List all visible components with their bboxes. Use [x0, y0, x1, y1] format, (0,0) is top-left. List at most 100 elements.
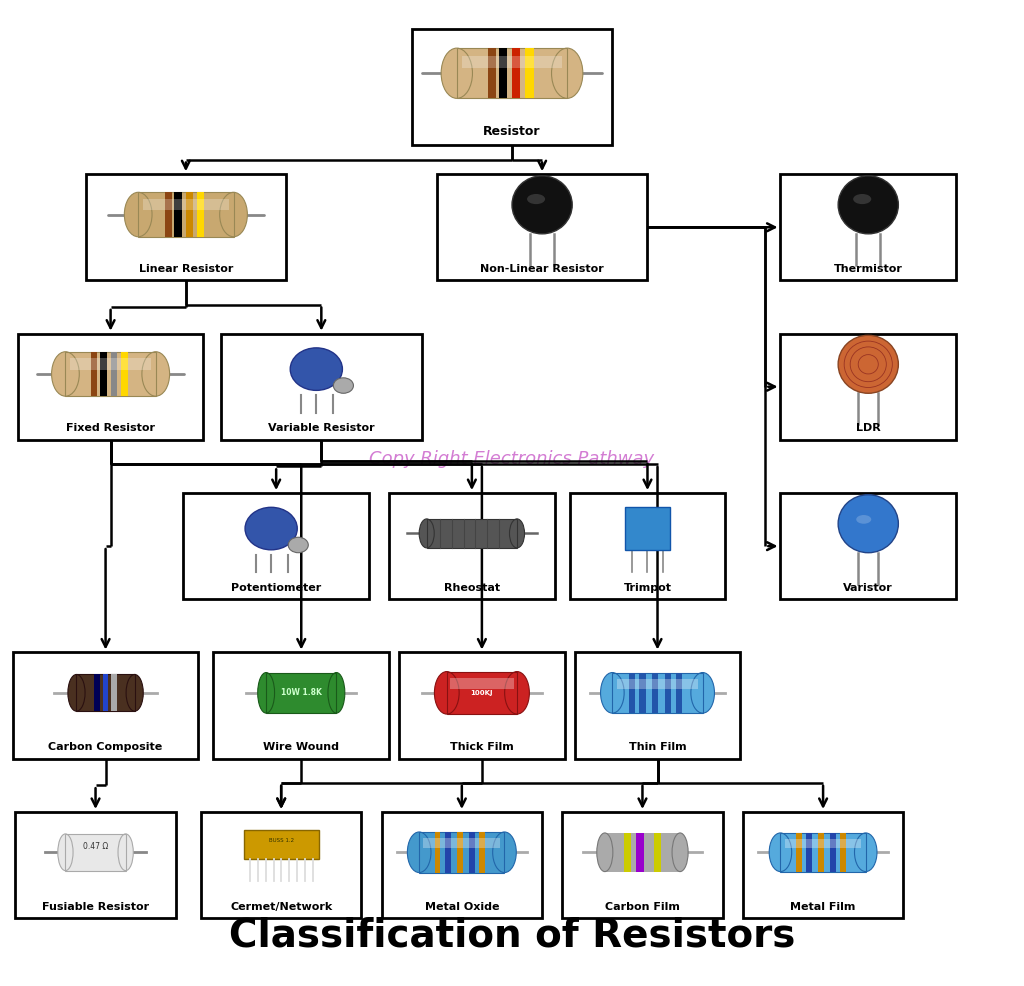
Text: BUSS 1.2: BUSS 1.2 [268, 838, 294, 843]
Text: Thermistor: Thermistor [834, 264, 903, 274]
FancyBboxPatch shape [201, 811, 361, 918]
Bar [652, 672, 658, 713]
Ellipse shape [672, 833, 688, 872]
Bar [446, 671, 517, 714]
Bar [840, 833, 846, 872]
Ellipse shape [854, 833, 877, 872]
Bar [111, 352, 118, 396]
Ellipse shape [597, 833, 612, 872]
Ellipse shape [853, 194, 871, 204]
FancyBboxPatch shape [389, 493, 555, 599]
Bar [94, 674, 99, 711]
Bar [444, 832, 451, 873]
Bar [612, 672, 702, 713]
Ellipse shape [441, 48, 472, 99]
Ellipse shape [434, 671, 459, 714]
Bar [266, 672, 336, 713]
FancyBboxPatch shape [213, 653, 389, 759]
Text: Trimpot: Trimpot [624, 583, 672, 593]
Text: Metal Oxide: Metal Oxide [425, 902, 499, 912]
Text: Carbon Film: Carbon Film [605, 902, 680, 912]
Bar [637, 833, 644, 872]
Bar [469, 832, 474, 873]
FancyBboxPatch shape [574, 653, 740, 759]
Text: 10W 1.8K: 10W 1.8K [281, 688, 322, 697]
Bar [266, 672, 336, 713]
FancyBboxPatch shape [12, 653, 199, 759]
FancyBboxPatch shape [382, 811, 542, 918]
Ellipse shape [290, 348, 342, 390]
Bar [138, 192, 233, 237]
Bar [780, 833, 865, 872]
Bar [138, 192, 233, 237]
Text: Non-Linear Resistor: Non-Linear Resistor [480, 264, 604, 274]
Ellipse shape [691, 672, 715, 713]
Ellipse shape [510, 519, 524, 548]
Ellipse shape [505, 671, 529, 714]
Bar [487, 48, 496, 99]
Ellipse shape [258, 672, 274, 713]
Ellipse shape [408, 832, 431, 873]
Ellipse shape [856, 515, 871, 524]
Bar [818, 833, 824, 872]
Circle shape [838, 495, 898, 553]
Bar [639, 672, 646, 713]
Text: Varistor: Varistor [844, 583, 893, 593]
Text: Classification of Resistors: Classification of Resistors [228, 917, 796, 954]
Text: Variable Resistor: Variable Resistor [268, 423, 375, 434]
Ellipse shape [288, 537, 308, 553]
Text: Copy Right Electronics Pathway: Copy Right Electronics Pathway [370, 451, 654, 468]
Bar [784, 839, 861, 848]
FancyBboxPatch shape [221, 333, 422, 440]
Ellipse shape [124, 192, 152, 237]
Bar [796, 833, 802, 872]
Ellipse shape [245, 508, 297, 550]
Ellipse shape [527, 194, 545, 204]
Text: Linear Resistor: Linear Resistor [138, 264, 233, 274]
Bar [424, 838, 500, 848]
Ellipse shape [328, 672, 345, 713]
Bar [446, 671, 517, 714]
Ellipse shape [68, 674, 85, 711]
Ellipse shape [126, 674, 143, 711]
Bar [77, 674, 135, 711]
Text: Metal Film: Metal Film [791, 902, 856, 912]
Bar [77, 674, 135, 711]
Bar [462, 55, 562, 68]
Bar [457, 832, 463, 873]
FancyBboxPatch shape [562, 811, 723, 918]
FancyBboxPatch shape [412, 30, 612, 145]
Bar [70, 358, 152, 370]
Text: Rheostat: Rheostat [443, 583, 500, 593]
Bar [91, 352, 97, 396]
Bar [66, 834, 126, 871]
Bar [99, 352, 106, 396]
Bar [653, 833, 662, 872]
Ellipse shape [600, 672, 625, 713]
FancyBboxPatch shape [183, 493, 369, 599]
FancyBboxPatch shape [780, 175, 956, 280]
Bar [612, 672, 702, 713]
Ellipse shape [769, 833, 792, 872]
Text: Resistor: Resistor [483, 125, 541, 138]
Bar [427, 519, 517, 548]
Ellipse shape [51, 352, 79, 396]
Ellipse shape [220, 192, 248, 237]
Bar [434, 832, 440, 873]
Bar [665, 672, 671, 713]
Bar [427, 519, 517, 548]
Bar [186, 192, 193, 237]
Bar [457, 48, 567, 99]
Ellipse shape [118, 834, 133, 871]
Bar [629, 672, 635, 713]
FancyBboxPatch shape [85, 175, 287, 280]
FancyBboxPatch shape [569, 493, 725, 599]
Bar [457, 48, 567, 99]
Bar [829, 833, 836, 872]
Bar [780, 833, 865, 872]
Bar [525, 48, 534, 99]
FancyBboxPatch shape [780, 493, 956, 599]
Ellipse shape [57, 834, 73, 871]
Bar [122, 352, 128, 396]
Text: Fusiable Resistor: Fusiable Resistor [42, 902, 150, 912]
